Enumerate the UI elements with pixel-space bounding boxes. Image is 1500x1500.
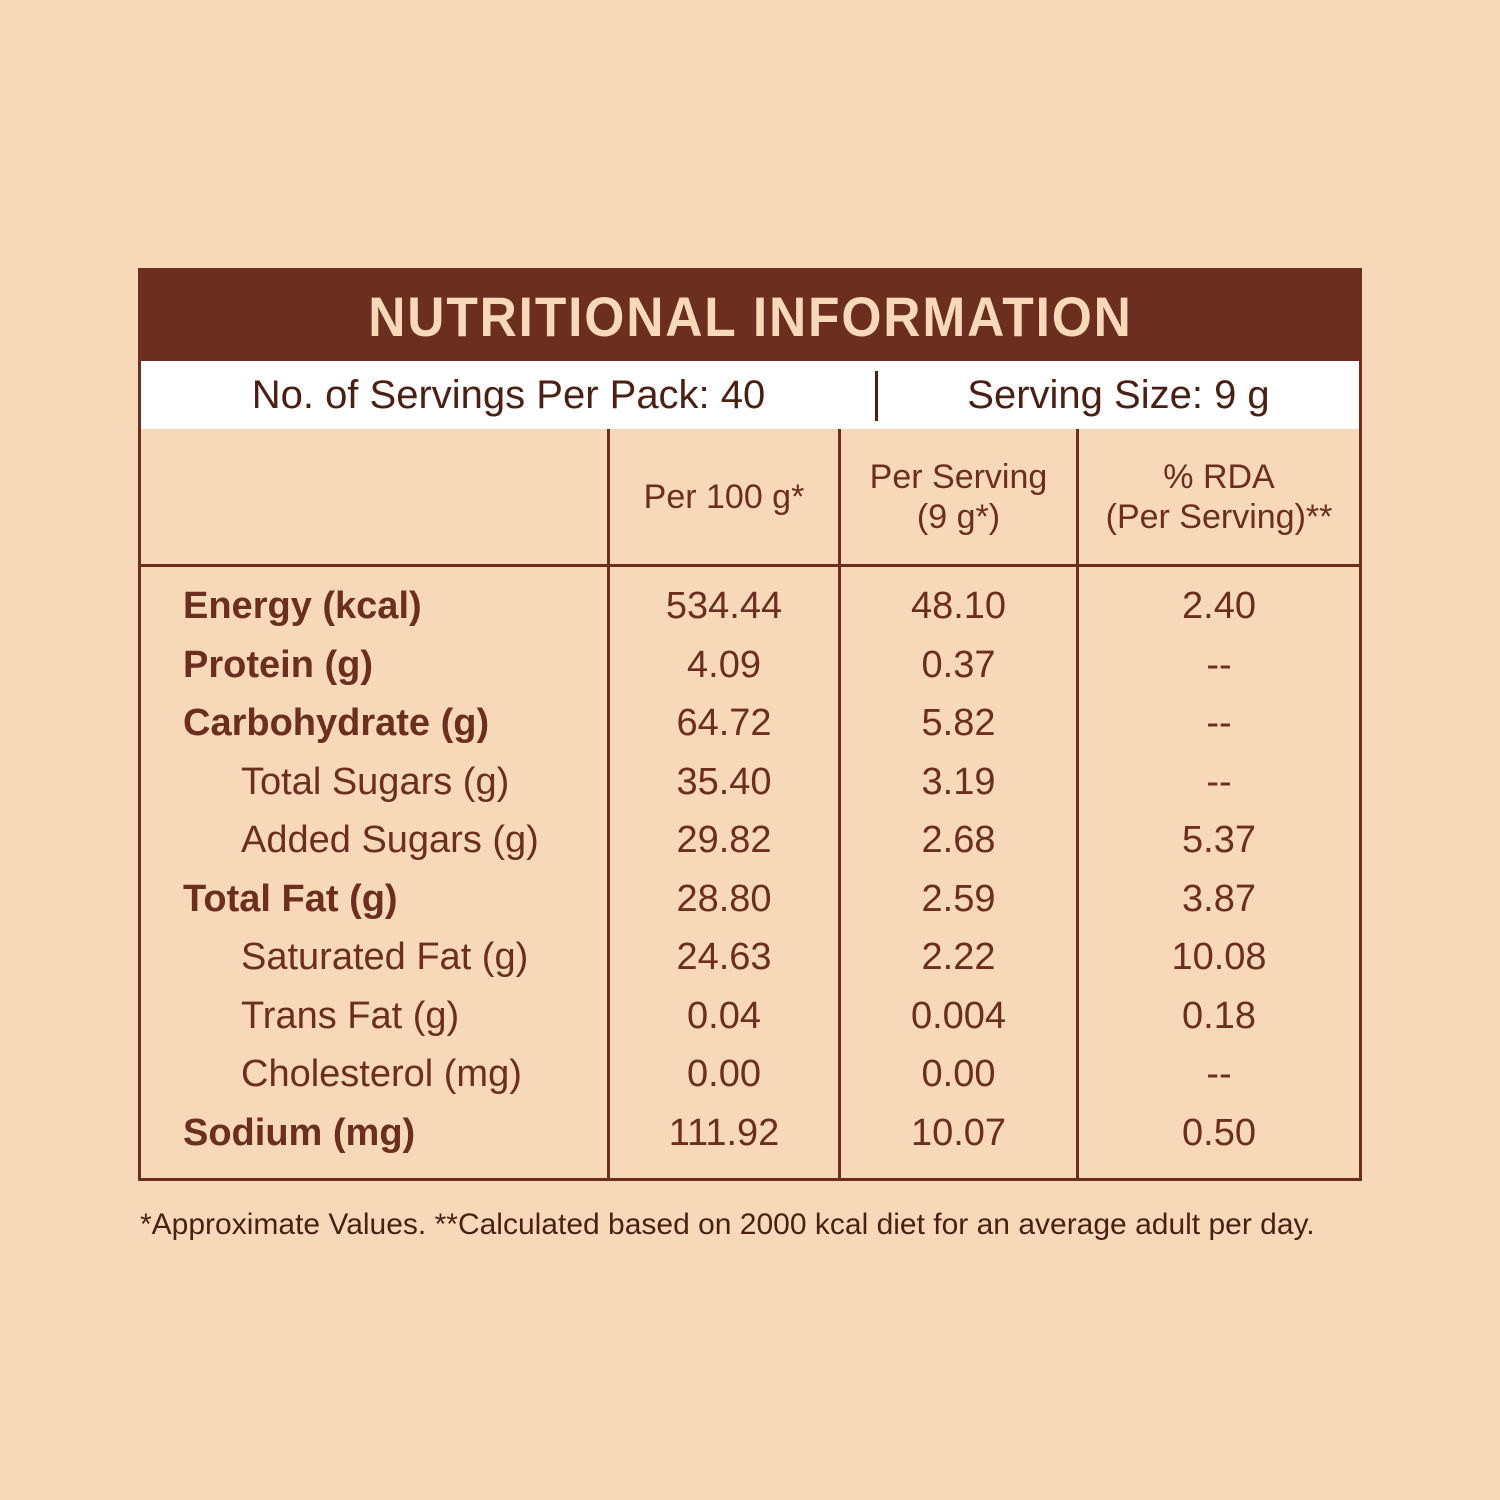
column-header-per100-label: Per 100 g* — [643, 477, 805, 516]
nutrient-label: Cholesterol (mg) — [241, 1053, 522, 1095]
table-row: Added Sugars (g) 29.82 2.68 5.37 — [141, 811, 1359, 869]
table-row: Saturated Fat (g) 24.63 2.22 10.08 — [141, 928, 1359, 986]
rda-value: 0.18 — [1182, 994, 1256, 1037]
per100-value: 28.80 — [676, 877, 772, 920]
per100-value: 111.92 — [668, 1111, 780, 1154]
rda-value: 2.40 — [1182, 585, 1256, 627]
rda-value: -- — [1206, 1053, 1232, 1095]
table-row: Energy (kcal) 534.44 48.10 2.40 — [141, 577, 1359, 635]
rda-value: -- — [1206, 643, 1232, 686]
per-serving-value: 0.37 — [921, 643, 996, 686]
nutrient-label: Energy (kcal) — [183, 585, 422, 627]
serving-size: Serving Size: 9 g — [967, 373, 1270, 417]
table-row: Total Sugars (g) 35.40 3.19 -- — [141, 753, 1359, 811]
panel-title: NUTRITIONAL INFORMATION — [367, 284, 1133, 348]
rda-value: 0.50 — [1182, 1111, 1256, 1154]
nutrient-label: Sodium (mg) — [183, 1111, 416, 1154]
per-serving-value: 3.19 — [921, 760, 996, 803]
per100-value: 4.09 — [687, 643, 761, 686]
per100-value: 24.63 — [676, 936, 772, 978]
per-serving-value: 0.00 — [921, 1053, 996, 1095]
per100-value: 29.82 — [676, 819, 772, 861]
nutrient-label: Trans Fat (g) — [241, 994, 460, 1037]
per-serving-value: 0.004 — [910, 994, 1007, 1037]
serving-divider — [875, 371, 878, 421]
per100-value: 0.04 — [687, 994, 761, 1037]
per-serving-value: 2.68 — [921, 819, 996, 861]
nutrient-label: Carbohydrate (g) — [183, 702, 490, 744]
title-bar: NUTRITIONAL INFORMATION — [141, 271, 1359, 361]
column-header-per100: Per 100 g* — [610, 429, 838, 564]
table-row: Protein (g) 4.09 0.37 -- — [141, 636, 1359, 694]
column-header-per-serving-line2: (9 g*) — [916, 497, 1001, 536]
rda-value: 5.37 — [1182, 819, 1256, 861]
column-divider — [1076, 429, 1079, 1178]
rda-value: 10.08 — [1171, 936, 1267, 978]
rda-value: -- — [1206, 760, 1232, 803]
table-row: Carbohydrate (g) 64.72 5.82 -- — [141, 694, 1359, 752]
nutrient-label: Added Sugars (g) — [241, 819, 539, 861]
nutrition-panel: NUTRITIONAL INFORMATION No. of Servings … — [138, 268, 1362, 1181]
nutrient-label: Protein (g) — [183, 643, 373, 686]
header-divider — [141, 564, 1359, 567]
per-serving-value: 2.22 — [921, 936, 996, 978]
per100-value: 35.40 — [676, 760, 772, 803]
table-row: Cholesterol (mg) 0.00 0.00 -- — [141, 1045, 1359, 1103]
per-serving-value: 5.82 — [921, 702, 996, 744]
per100-value: 534.44 — [665, 585, 783, 627]
column-divider — [838, 429, 841, 1178]
column-header-per-serving-line1: Per Serving — [869, 457, 1048, 496]
rda-value: -- — [1206, 702, 1232, 744]
table-row: Sodium (mg) 111.92 10.07 0.50 — [141, 1104, 1359, 1162]
column-header-rda-line2: (Per Serving)** — [1105, 497, 1333, 536]
nutrient-label: Saturated Fat (g) — [241, 936, 529, 978]
table-row: Trans Fat (g) 0.04 0.004 0.18 — [141, 987, 1359, 1045]
column-divider — [607, 429, 610, 1178]
rda-value: 3.87 — [1182, 877, 1256, 920]
serving-info-bar: No. of Servings Per Pack: 40 Serving Siz… — [141, 361, 1359, 429]
servings-per-pack: No. of Servings Per Pack: 40 — [251, 373, 766, 417]
nutrient-label: Total Sugars (g) — [241, 760, 510, 803]
table-row: Total Fat (g) 28.80 2.59 3.87 — [141, 870, 1359, 928]
per100-value: 0.00 — [687, 1053, 761, 1095]
per-serving-value: 48.10 — [910, 585, 1007, 627]
column-header-rda: % RDA (Per Serving)** — [1079, 429, 1359, 564]
per-serving-value: 10.07 — [910, 1111, 1007, 1154]
per100-value: 64.72 — [676, 702, 772, 744]
footnote: *Approximate Values. **Calculated based … — [140, 1208, 1315, 1241]
per-serving-value: 2.59 — [921, 877, 996, 920]
column-header-per-serving: Per Serving (9 g*) — [841, 429, 1076, 564]
nutrient-label: Total Fat (g) — [183, 877, 398, 920]
column-header-rda-line1: % RDA — [1163, 457, 1275, 496]
